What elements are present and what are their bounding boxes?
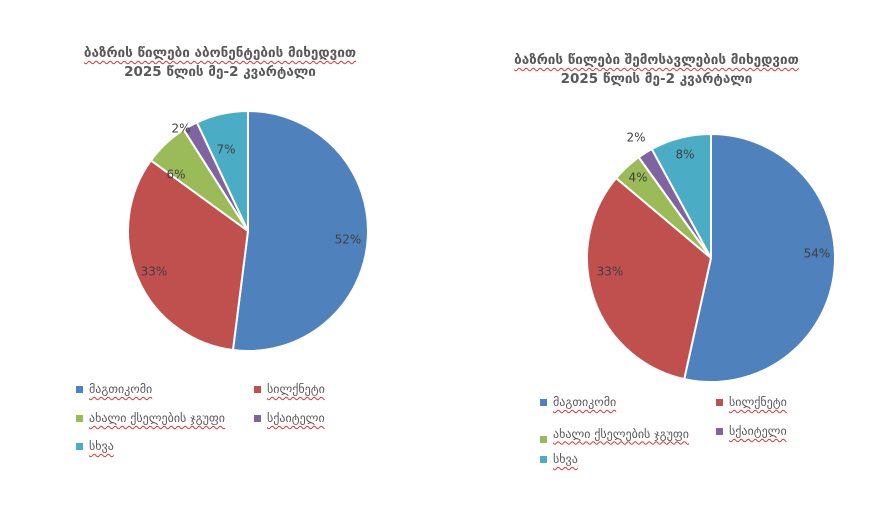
legend-item: ახალი ქსელების ჯგუფი	[76, 411, 225, 425]
chart-title-line-2: 2025 წლის მე-2 კვარტალი	[440, 70, 873, 89]
legend-item: მაგთიკომი	[76, 382, 152, 396]
data-label: 33%	[597, 265, 624, 279]
pie-slice	[195, 109, 249, 232]
legend-swatch	[716, 398, 723, 406]
legend-swatch	[76, 442, 83, 450]
legend-swatch	[254, 414, 261, 422]
legend-swatch	[540, 398, 547, 406]
legend-label: სხვა	[553, 452, 578, 466]
legend-label: სქაიტელი	[729, 424, 787, 438]
pie-chart-revenue: ბაზრის წილები შემოსავლების მიხედვით 2025…	[440, 0, 873, 512]
chart-title-line-1: ბაზრის წილები აბონენტების მიხედვით	[83, 45, 357, 61]
legend-label: ახალი ქსელების ჯგუფი	[89, 411, 225, 425]
legend-label: მაგთიკომი	[553, 395, 617, 409]
legend-swatch	[76, 414, 83, 422]
pie-slice	[650, 132, 712, 259]
legend-item: სხვა	[540, 452, 578, 466]
legend-item: სქაიტელი	[716, 424, 787, 438]
chart-title-line-1: ბაზრის წილები შემოსავლების მიხედვით	[514, 52, 799, 68]
pie-slice	[127, 159, 250, 352]
data-label: 54%	[804, 247, 831, 261]
legend-label: სილქნეტი	[267, 382, 325, 396]
pie-plot-area: 54% 33% 4% 2% 8%	[586, 131, 837, 383]
data-label: 52%	[335, 233, 362, 247]
legend-label: სხვა	[89, 439, 114, 453]
data-label: 7%	[216, 143, 235, 157]
legend-item: სქაიტელი	[254, 411, 325, 425]
legend-label: სქაიტელი	[267, 411, 325, 425]
data-label: 2%	[626, 131, 645, 145]
legend-item: ახალი ქსელების ჯგუფი	[540, 424, 689, 443]
pie-slice	[231, 109, 369, 352]
data-label: 4%	[628, 171, 647, 185]
legend-swatch	[540, 436, 547, 443]
data-label: 8%	[675, 148, 694, 162]
legend-swatch	[76, 385, 83, 393]
pie-slice	[586, 176, 713, 381]
chart-title: ბაზრის წილები აბონენტების მიხედვით 2025 …	[0, 44, 440, 82]
chart-title: ბაზრის წილები შემოსავლების მიხედვით 2025…	[440, 51, 873, 89]
legend-item: სილქნეტი	[716, 395, 787, 409]
legend-item: მაგთიკომი	[540, 395, 616, 409]
legend-item: სხვა	[76, 439, 114, 453]
legend-swatch	[540, 455, 547, 463]
data-label: 2%	[171, 122, 190, 136]
chart-title-line-2-text: 2025 წლის მე-2 კვარტალი	[124, 64, 316, 80]
data-label: 33%	[141, 265, 168, 279]
pie-chart-subscribers: ბაზრის წილები აბონენტების მიხედვით 2025 …	[0, 44, 440, 453]
data-label: 6%	[166, 168, 185, 182]
legend-label: ახალი ქსელების ჯგუფი	[553, 426, 689, 441]
pie-slice	[683, 132, 837, 383]
legend-label: სილქნეტი	[729, 395, 787, 409]
chart-title-line-2-text: 2025 წლის მე-2 კვარტალი	[560, 71, 753, 87]
legend-swatch	[716, 427, 723, 435]
pie-plot-area: 52% 33% 6% 2% 7%	[127, 109, 369, 352]
legend-item: სილქნეტი	[254, 382, 325, 396]
legend-swatch	[254, 385, 261, 393]
chart-title-line-2: 2025 წლის მე-2 კვარტალი	[0, 63, 440, 82]
legend-label: მაგთიკომი	[89, 382, 153, 396]
